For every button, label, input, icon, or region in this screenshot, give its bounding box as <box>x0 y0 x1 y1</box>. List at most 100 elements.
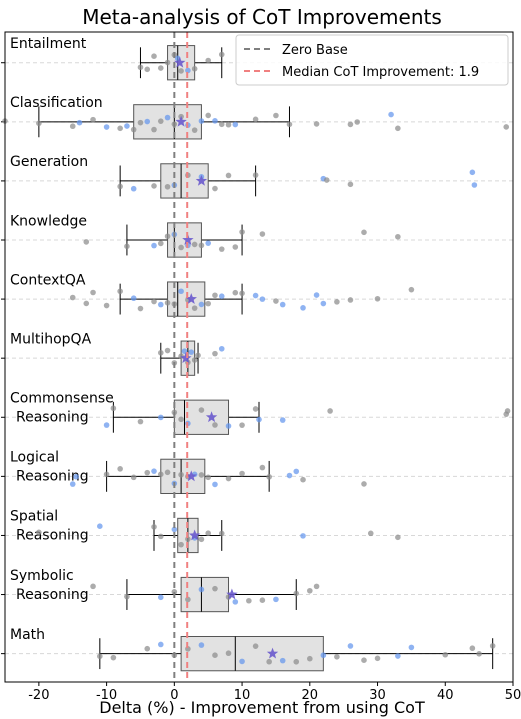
data-point-gray <box>307 655 313 662</box>
data-point-blue <box>130 295 137 302</box>
legend-label: Zero Base <box>282 43 348 58</box>
data-point-gray <box>178 541 184 548</box>
data-point-blue <box>212 481 218 488</box>
data-point-blue <box>198 301 205 308</box>
data-point-blue <box>388 111 394 118</box>
data-point-blue <box>279 657 286 664</box>
data-point-gray <box>178 244 184 251</box>
data-point-gray <box>225 650 232 657</box>
data-point-gray <box>252 116 259 123</box>
data-point-gray <box>36 529 42 536</box>
category-label-line: Spatial <box>10 509 58 525</box>
data-point-gray <box>367 530 374 537</box>
category-label: MultihopQA <box>10 331 92 347</box>
mean-star <box>174 56 186 68</box>
mean-star <box>266 647 279 659</box>
data-point-gray <box>205 300 211 307</box>
data-point-gray <box>293 658 300 665</box>
data-point-gray <box>124 243 130 250</box>
category-label: Classification <box>10 95 103 111</box>
data-point-blue <box>69 481 76 487</box>
data-point-gray <box>205 530 211 537</box>
data-point-gray <box>212 652 218 658</box>
data-point-gray <box>239 422 245 428</box>
data-point-blue <box>279 417 286 423</box>
data-point-gray <box>273 298 279 304</box>
category-label-line: Reasoning <box>16 587 89 603</box>
data-point-gray <box>313 583 320 590</box>
data-point-gray <box>273 112 279 119</box>
data-point-blue <box>151 242 157 249</box>
data-point-gray <box>395 233 401 240</box>
data-point-gray <box>252 406 259 412</box>
data-point-gray <box>212 292 218 299</box>
data-point-gray <box>252 643 259 649</box>
data-point-gray <box>124 593 130 600</box>
mean-star <box>195 174 208 186</box>
mean-star <box>185 470 197 482</box>
category-label-line: Knowledge <box>10 213 87 229</box>
data-point-gray <box>212 185 218 192</box>
data-point-gray <box>198 472 205 478</box>
mean-star <box>188 529 201 541</box>
iqr-box <box>133 104 202 140</box>
x-tick-label: 50 <box>505 688 521 703</box>
data-point-gray <box>117 288 123 295</box>
data-point-gray <box>157 118 164 124</box>
data-point-gray <box>205 57 211 64</box>
data-point-blue <box>313 292 320 298</box>
data-point-gray <box>225 121 232 128</box>
data-point-blue <box>218 345 225 352</box>
data-point-blue <box>256 416 262 423</box>
category-label: Logical Reasoning <box>10 450 89 485</box>
data-point-gray <box>191 357 198 363</box>
data-point-blue <box>76 119 83 126</box>
data-point-gray <box>97 653 103 660</box>
data-point-gray <box>137 418 144 425</box>
iqr-box <box>180 576 230 613</box>
data-point-gray <box>395 125 401 132</box>
data-point-blue <box>171 526 178 533</box>
data-point-gray <box>191 305 198 311</box>
data-point-gray <box>442 651 449 658</box>
data-point-gray <box>361 481 367 487</box>
data-point-gray <box>164 233 171 240</box>
category-label: Symbolic Reasoning <box>10 568 89 603</box>
mean-star <box>175 115 187 127</box>
data-point-gray <box>212 422 218 428</box>
data-point-gray <box>361 229 367 236</box>
data-point-gray <box>110 405 117 412</box>
data-point-gray <box>171 588 178 595</box>
data-point-blue <box>157 414 164 421</box>
data-point-gray <box>239 290 245 297</box>
category-label: Spatial Reasoning <box>10 509 89 544</box>
data-point-gray <box>144 469 151 476</box>
data-point-blue <box>198 586 205 593</box>
data-point-gray <box>178 471 184 478</box>
data-point-gray <box>195 352 201 359</box>
data-point-gray <box>266 474 272 480</box>
data-point-blue <box>232 599 239 605</box>
legend-label: Median CoT Improvement: 1.9 <box>282 65 479 80</box>
data-point-gray <box>232 289 239 296</box>
category-label-line: Classification <box>10 95 103 111</box>
category-label: Math <box>10 627 45 643</box>
data-point-gray <box>69 294 76 301</box>
iqr-box <box>180 636 324 672</box>
data-point-blue <box>293 468 300 475</box>
data-point-gray <box>90 583 96 590</box>
category-label-line: Symbolic <box>10 568 74 584</box>
data-point-gray <box>191 127 198 133</box>
data-point-blue <box>239 658 245 665</box>
x-tick-label: -20 <box>28 688 49 703</box>
chart-title: Meta-analysis of CoT Improvements <box>82 5 442 29</box>
data-point-blue <box>252 292 259 299</box>
data-point-blue <box>320 300 327 307</box>
data-point-gray <box>504 408 511 414</box>
data-point-blue <box>198 118 205 124</box>
legend-box <box>235 34 509 86</box>
data-point-blue <box>130 185 137 192</box>
data-point-blue <box>157 301 164 308</box>
mean-star <box>226 588 238 600</box>
data-point-blue <box>225 423 232 429</box>
